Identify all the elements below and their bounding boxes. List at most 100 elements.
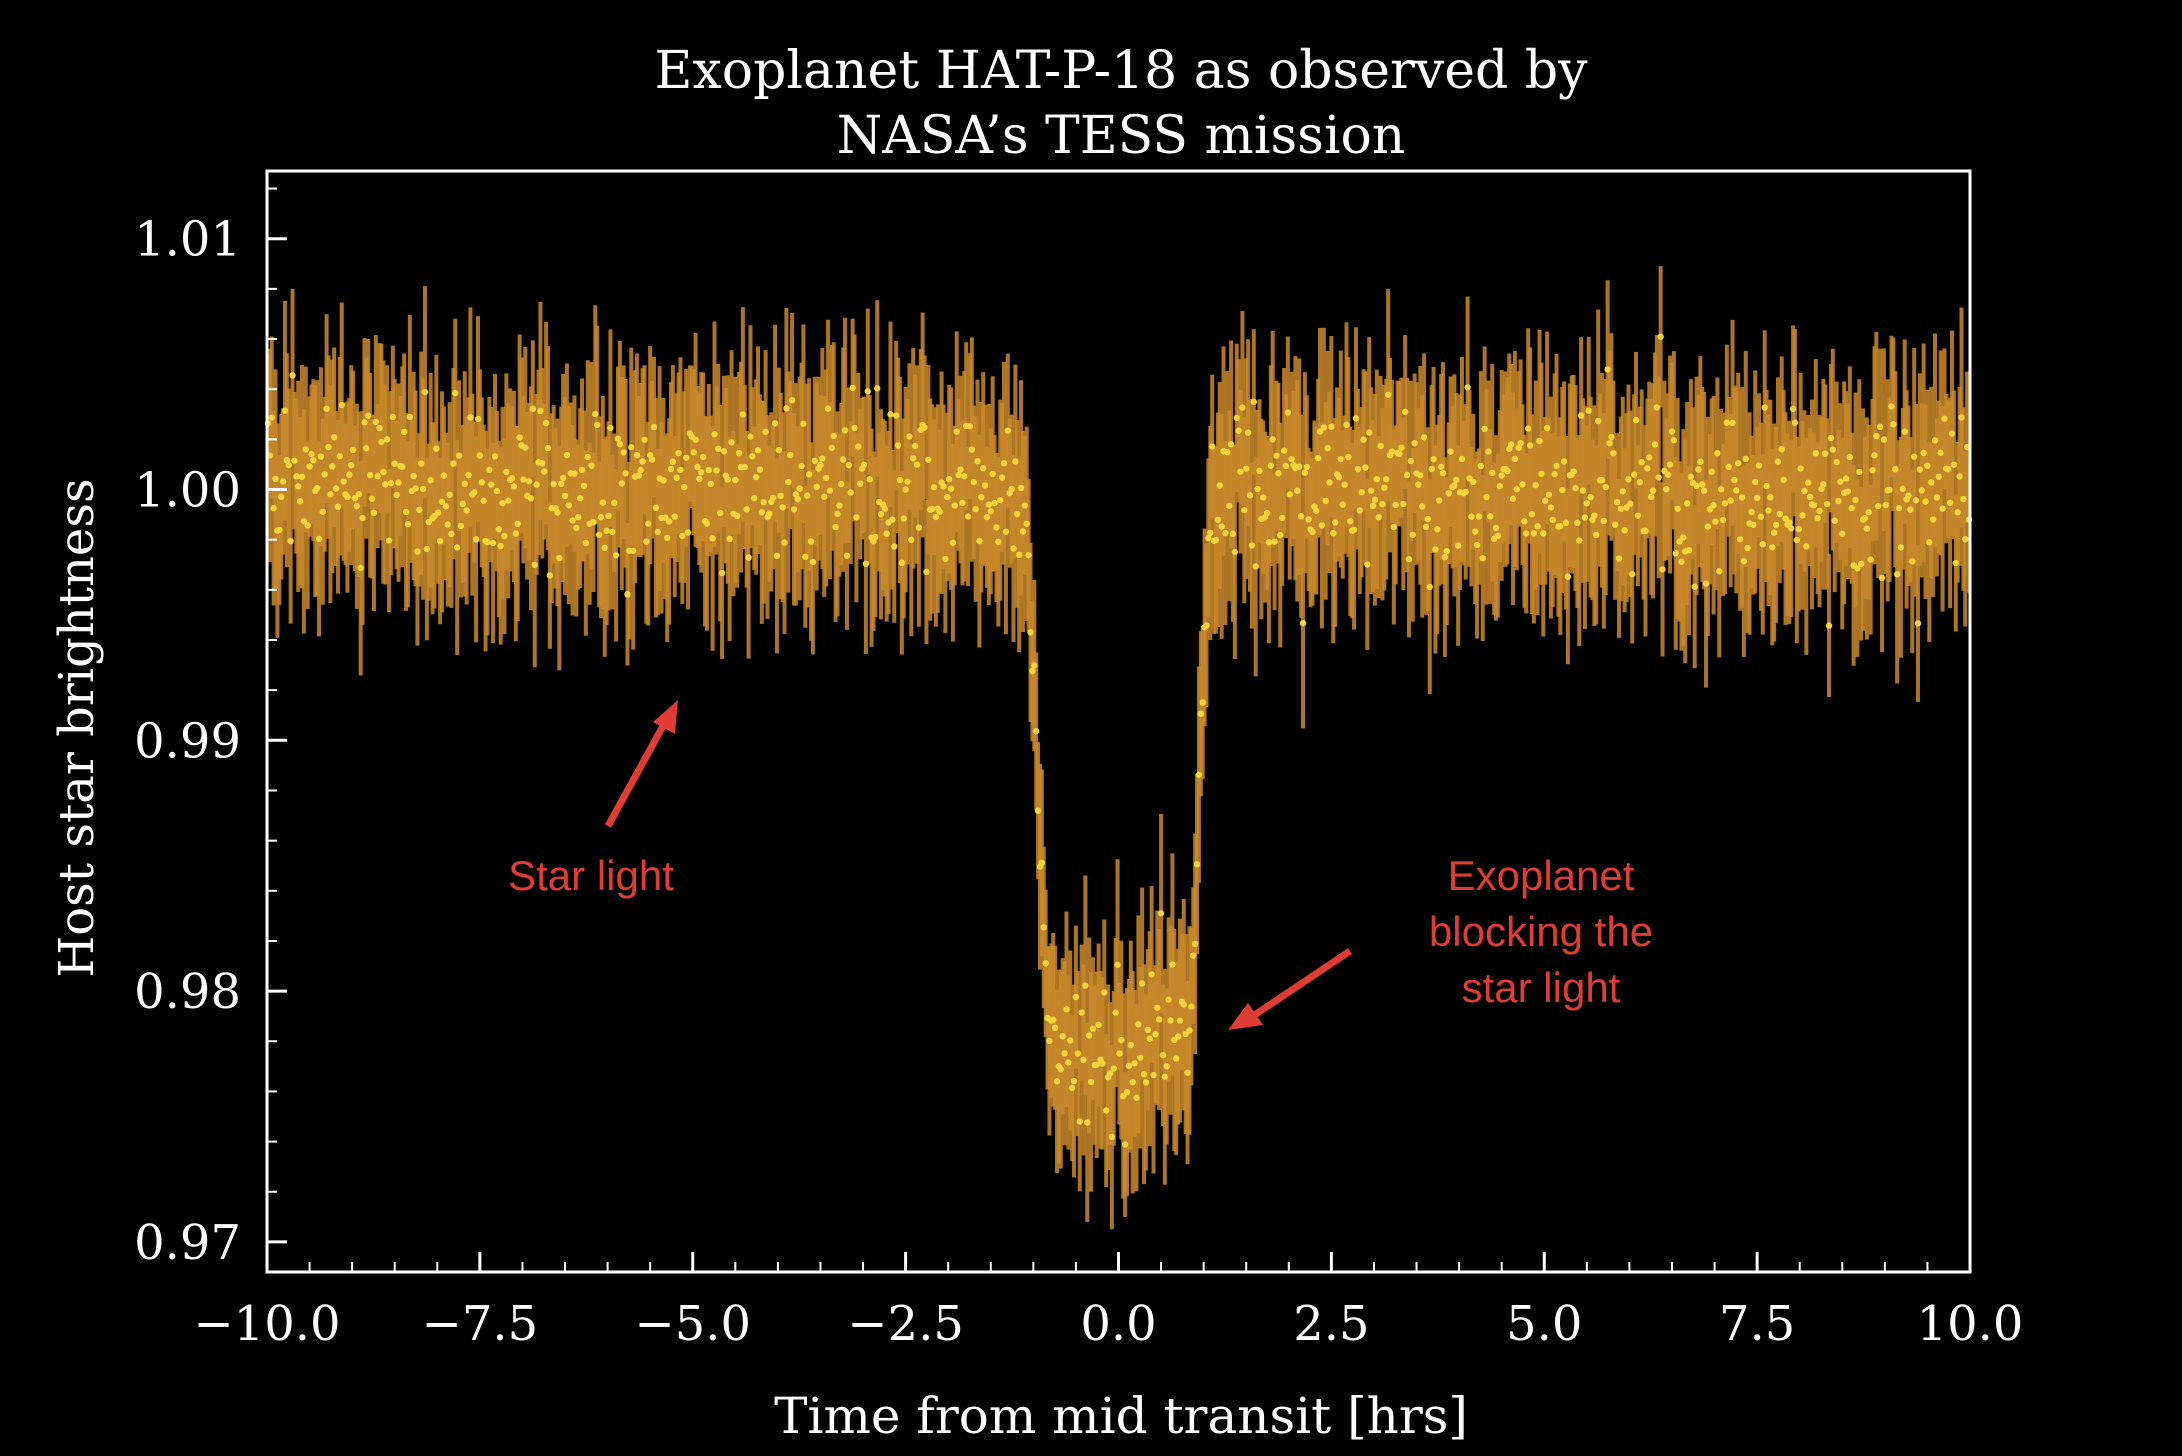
data-point: [1464, 384, 1471, 391]
data-point: [1708, 468, 1715, 475]
data-point: [423, 545, 431, 553]
data-point: [628, 444, 635, 451]
data-point: [1260, 494, 1267, 501]
data-point: [1857, 560, 1865, 567]
data-point: [1229, 530, 1237, 537]
data-point: [1680, 534, 1687, 541]
annotation-exoplanet-line1: Exoplanet: [1448, 852, 1635, 899]
data-point: [1528, 510, 1536, 518]
data-point: [1534, 523, 1541, 530]
data-point: [1032, 727, 1040, 735]
data-point: [1453, 476, 1460, 484]
data-point: [1038, 859, 1046, 867]
data-point: [383, 436, 391, 443]
data-point: [1021, 502, 1029, 509]
data-point: [1736, 536, 1744, 543]
data-point: [300, 518, 308, 525]
data-point: [1485, 448, 1492, 455]
data-point: [747, 433, 754, 440]
data-point: [947, 485, 955, 492]
data-point: [1916, 466, 1924, 473]
data-point: [461, 480, 468, 488]
data-point: [978, 493, 985, 501]
data-point: [1651, 441, 1659, 448]
data-point: [1076, 1118, 1083, 1125]
data-point: [1008, 485, 1015, 493]
data-point: [484, 538, 491, 546]
data-point: [595, 531, 603, 539]
data-point: [1053, 1078, 1061, 1085]
data-point: [1829, 446, 1837, 453]
data-point: [752, 473, 760, 481]
data-point: [1786, 519, 1793, 526]
data-point: [798, 462, 805, 470]
data-point: [796, 485, 803, 492]
data-point: [1388, 448, 1396, 455]
data-point: [855, 443, 862, 450]
data-point: [993, 524, 1000, 531]
data-point: [1725, 463, 1732, 471]
data-point: [781, 539, 788, 546]
data-point: [1123, 1088, 1131, 1096]
data-point: [1638, 458, 1645, 466]
data-point: [421, 388, 429, 396]
data-point: [1748, 508, 1755, 516]
data-point: [1920, 449, 1927, 457]
data-point: [830, 432, 837, 440]
data-point: [1644, 465, 1651, 472]
data-point: [1074, 1050, 1082, 1057]
data-point: [1343, 421, 1350, 429]
data-point: [788, 397, 796, 404]
data-point: [338, 401, 345, 409]
data-point: [378, 438, 385, 446]
data-point: [1833, 458, 1840, 466]
data-point: [1733, 487, 1740, 494]
data-point: [317, 453, 325, 460]
data-point: [1831, 517, 1838, 524]
data-point: [1439, 470, 1447, 477]
data-point: [637, 466, 644, 474]
data-point: [348, 461, 355, 469]
data-point: [1827, 434, 1835, 442]
data-point: [1400, 500, 1407, 508]
data-point: [1112, 1009, 1119, 1016]
data-point: [1447, 448, 1454, 455]
data-point: [779, 504, 786, 511]
data-point: [1774, 458, 1782, 465]
data-point: [1579, 487, 1587, 494]
data-point: [841, 427, 849, 434]
annotation-exoplanet-arrowhead: [1228, 1003, 1263, 1030]
data-point: [951, 502, 959, 509]
data-point: [395, 479, 402, 486]
data-point: [1193, 860, 1201, 868]
data-point: [1212, 536, 1220, 544]
data-point: [1655, 474, 1662, 481]
data-point: [699, 453, 707, 461]
data-point: [304, 522, 311, 529]
data-point: [1000, 460, 1008, 467]
annotation-star-light-text: Star light: [508, 852, 674, 899]
data-point: [1935, 473, 1942, 480]
data-point: [298, 473, 306, 480]
data-point: [1852, 496, 1859, 504]
data-point: [1275, 470, 1282, 477]
data-point: [1148, 971, 1155, 978]
data-point: [1956, 473, 1963, 480]
data-point: [1050, 1016, 1057, 1024]
data-point: [1146, 1035, 1153, 1042]
data-point: [1475, 513, 1483, 520]
data-point: [1224, 449, 1231, 456]
data-point: [1046, 1037, 1053, 1045]
data-point: [1551, 471, 1558, 478]
data-point: [539, 460, 546, 467]
data-point: [1316, 428, 1324, 435]
data-point: [821, 493, 828, 500]
data-point: [1390, 523, 1398, 531]
data-point: [1362, 464, 1369, 471]
data-point: [1523, 530, 1530, 537]
data-point: [1144, 1026, 1152, 1034]
data-point: [1424, 515, 1432, 523]
data-point: [1364, 561, 1371, 568]
data-point: [1755, 462, 1763, 469]
